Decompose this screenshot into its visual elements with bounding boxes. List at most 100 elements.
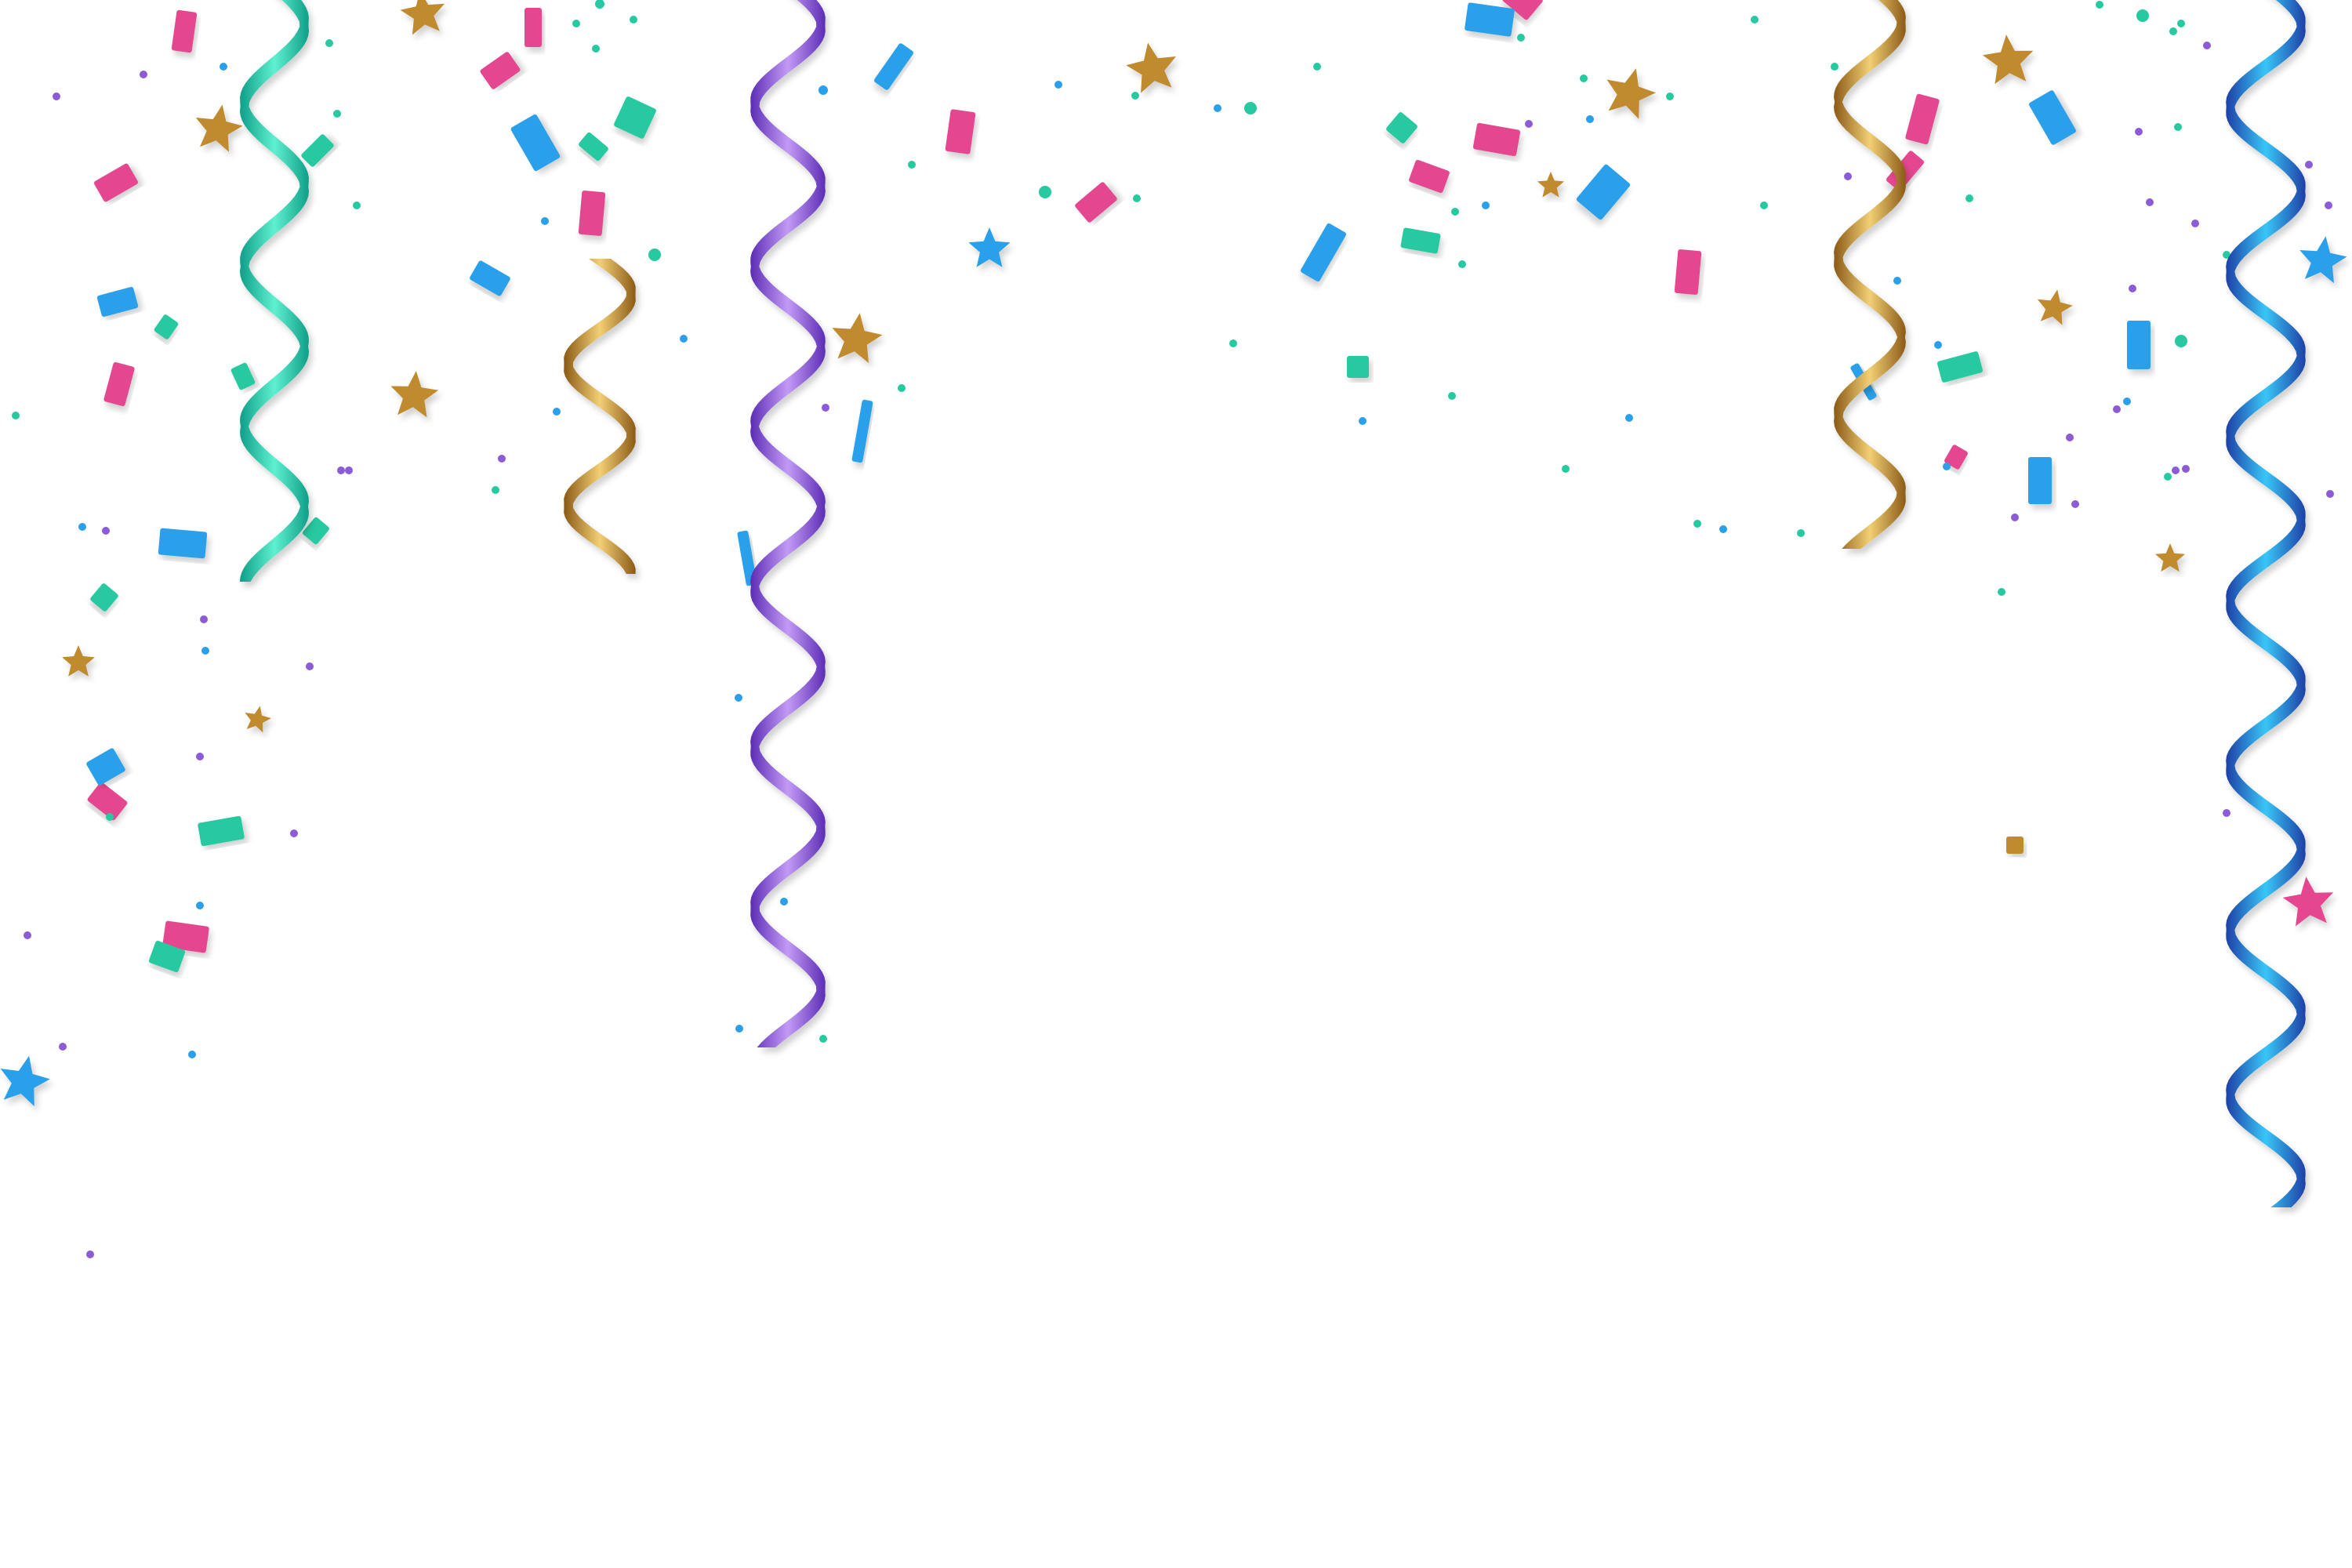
confetti-dot: [290, 829, 298, 837]
confetti-dot: [337, 466, 345, 474]
confetti-piece: [1386, 112, 1417, 143]
confetti-dot: [819, 1035, 827, 1043]
confetti-piece: [737, 530, 757, 586]
confetti-piece: [470, 260, 510, 296]
confetti-piece: [1347, 356, 1369, 378]
confetti-piece: [148, 940, 186, 973]
confetti-dot: [1313, 63, 1321, 71]
blue-streamer-icon: [2226, 0, 2306, 1207]
confetti-dot: [24, 931, 31, 939]
confetti-dot: [220, 63, 227, 71]
confetti-dot: [59, 1043, 67, 1051]
confetti-piece: [1936, 351, 1984, 383]
confetti-dot: [200, 615, 208, 623]
confetti-dot: [345, 466, 353, 474]
confetti-layer: [12, 0, 2334, 1258]
confetti-piece: [579, 132, 608, 162]
confetti-dot: [2203, 42, 2211, 49]
confetti-dot: [1586, 115, 1594, 123]
streamer-layer: [240, 0, 2306, 1207]
confetti-dot: [822, 404, 829, 412]
confetti-piece: [154, 314, 179, 339]
star-icon: [832, 313, 883, 363]
confetti-dot: [898, 384, 906, 392]
confetti-piece: [1300, 223, 1347, 282]
purple-streamer-icon: [750, 0, 826, 1047]
confetti-dot: [553, 408, 561, 416]
confetti-piece: [158, 528, 208, 559]
confetti-dot: [1448, 392, 1456, 400]
confetti-dot: [1039, 186, 1051, 198]
star-icon: [245, 706, 271, 733]
confetti-dot: [2123, 397, 2131, 405]
confetti-dot: [1719, 525, 1727, 533]
confetti-piece: [510, 114, 561, 172]
confetti-dot: [2135, 128, 2143, 136]
confetti-piece: [1576, 164, 1631, 220]
confetti-dot: [86, 1250, 94, 1258]
confetti-dot: [2096, 1, 2103, 9]
confetti-dot: [592, 45, 600, 53]
confetti-dot: [333, 110, 341, 118]
confetti-dot: [735, 694, 742, 702]
confetti-dot: [1580, 74, 1588, 82]
confetti-dot: [680, 335, 688, 343]
confetti-dot: [818, 85, 828, 95]
confetti-dot: [2129, 285, 2136, 292]
confetti-dot: [1214, 104, 1221, 112]
star-icon: [2155, 543, 2185, 572]
teal-streamer-icon: [240, 0, 309, 582]
confetti-dot: [2174, 123, 2182, 131]
confetti-dot: [325, 39, 333, 47]
confetti-dot: [1133, 194, 1141, 202]
confetti-piece: [93, 163, 139, 202]
confetti-dot: [2305, 161, 2313, 169]
confetti-dot: [2136, 9, 2149, 22]
confetti-dot: [196, 902, 204, 909]
star-icon: [1537, 172, 1565, 198]
confetti-piece: [2029, 90, 2076, 145]
confetti-piece: [614, 96, 656, 139]
confetti-dot: [572, 20, 580, 27]
confetti-dot: [1666, 93, 1674, 100]
confetti-piece: [1409, 159, 1450, 194]
star-icon: [1126, 42, 1176, 93]
confetti-piece: [230, 362, 256, 390]
confetti-piece: [480, 52, 521, 89]
gold-streamer-icon: [1834, 0, 1906, 549]
confetti-dot: [2164, 473, 2172, 481]
confetti-piece: [2127, 321, 2151, 369]
confetti-piece: [1502, 0, 1543, 20]
confetti-piece: [1944, 445, 1968, 470]
confetti-piece: [103, 361, 135, 407]
confetti-dot: [1229, 339, 1237, 347]
confetti-dot: [353, 201, 361, 209]
confetti-dot: [630, 16, 637, 24]
confetti-piece: [1674, 249, 1702, 295]
confetti-piece: [171, 9, 198, 53]
confetti-dot: [2113, 405, 2121, 413]
confetti-piece: [524, 8, 542, 47]
confetti-dot: [140, 71, 147, 78]
confetti-piece: [198, 815, 245, 847]
confetti-dot: [780, 898, 788, 906]
confetti-piece: [1472, 122, 1521, 157]
confetti-dot: [12, 412, 20, 419]
confetti-piece: [162, 920, 209, 953]
confetti-dot: [498, 455, 506, 463]
confetti-dot: [2223, 809, 2230, 817]
confetti-piece: [303, 517, 329, 545]
confetti-dot: [2223, 251, 2230, 259]
confetti-dot: [595, 0, 604, 9]
confetti-dot: [2177, 20, 2185, 27]
confetti-dot: [1482, 201, 1490, 209]
confetti-dot: [2146, 198, 2154, 206]
confetti-piece: [851, 399, 873, 463]
confetti-piece: [873, 43, 914, 90]
confetti-dot: [306, 662, 314, 670]
confetti-dot: [188, 1051, 196, 1058]
confetti-piece: [301, 134, 334, 167]
confetti-dot: [201, 647, 209, 655]
confetti-dot: [735, 1025, 743, 1033]
